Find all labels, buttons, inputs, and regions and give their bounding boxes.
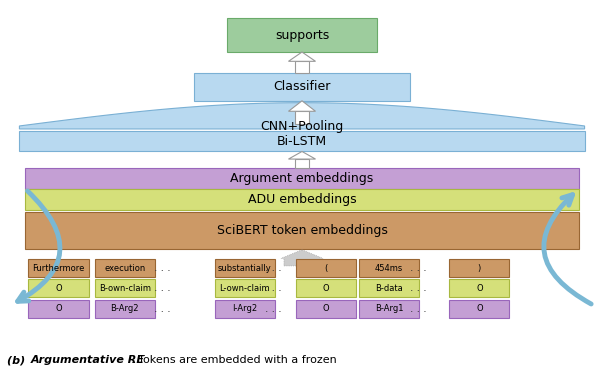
Text: Furthermore: Furthermore bbox=[33, 264, 85, 273]
Text: CNN+Pooling: CNN+Pooling bbox=[260, 120, 344, 133]
Text: Bi-LSTM: Bi-LSTM bbox=[277, 135, 327, 148]
FancyBboxPatch shape bbox=[25, 189, 579, 210]
Text: O: O bbox=[476, 284, 483, 293]
FancyBboxPatch shape bbox=[28, 279, 89, 297]
Polygon shape bbox=[19, 103, 585, 129]
FancyBboxPatch shape bbox=[215, 259, 275, 277]
Text: supports: supports bbox=[275, 29, 329, 42]
Text: Argument embeddings: Argument embeddings bbox=[230, 172, 374, 185]
FancyBboxPatch shape bbox=[295, 159, 309, 168]
Text: B-own-claim: B-own-claim bbox=[98, 284, 150, 293]
Text: . . .: . . . bbox=[154, 304, 171, 314]
FancyBboxPatch shape bbox=[359, 279, 419, 297]
Polygon shape bbox=[289, 52, 315, 61]
FancyBboxPatch shape bbox=[95, 279, 155, 297]
FancyBboxPatch shape bbox=[28, 259, 89, 277]
Text: . . .: . . . bbox=[265, 263, 281, 273]
Polygon shape bbox=[281, 250, 323, 266]
FancyArrowPatch shape bbox=[297, 253, 307, 263]
FancyBboxPatch shape bbox=[359, 259, 419, 277]
FancyBboxPatch shape bbox=[28, 300, 89, 318]
FancyBboxPatch shape bbox=[95, 300, 155, 318]
Text: O: O bbox=[323, 304, 329, 313]
FancyBboxPatch shape bbox=[449, 279, 509, 297]
FancyBboxPatch shape bbox=[296, 259, 356, 277]
FancyBboxPatch shape bbox=[296, 300, 356, 318]
Text: execution: execution bbox=[104, 264, 146, 273]
Text: ADU embeddings: ADU embeddings bbox=[248, 193, 356, 206]
FancyBboxPatch shape bbox=[95, 259, 155, 277]
Text: . . .: . . . bbox=[410, 304, 426, 314]
Text: . . .: . . . bbox=[265, 283, 281, 293]
Text: ): ) bbox=[478, 264, 481, 273]
Text: . Tokens are embedded with a frozen: . Tokens are embedded with a frozen bbox=[130, 355, 336, 366]
Text: . . .: . . . bbox=[410, 283, 426, 293]
Text: Classifier: Classifier bbox=[274, 80, 330, 93]
FancyBboxPatch shape bbox=[215, 279, 275, 297]
FancyBboxPatch shape bbox=[295, 61, 309, 73]
FancyBboxPatch shape bbox=[449, 300, 509, 318]
Text: O: O bbox=[55, 304, 62, 313]
FancyBboxPatch shape bbox=[295, 111, 309, 124]
FancyBboxPatch shape bbox=[296, 279, 356, 297]
FancyBboxPatch shape bbox=[227, 18, 377, 52]
FancyBboxPatch shape bbox=[194, 73, 410, 101]
Text: O: O bbox=[476, 304, 483, 313]
Polygon shape bbox=[289, 101, 315, 111]
Text: B-Arg1: B-Arg1 bbox=[375, 304, 403, 313]
Text: . . .: . . . bbox=[410, 263, 426, 273]
Text: substantially: substantially bbox=[218, 264, 272, 273]
Text: B-Arg2: B-Arg2 bbox=[111, 304, 139, 313]
FancyBboxPatch shape bbox=[25, 168, 579, 189]
FancyBboxPatch shape bbox=[215, 300, 275, 318]
Text: O: O bbox=[55, 284, 62, 293]
FancyBboxPatch shape bbox=[449, 259, 509, 277]
FancyBboxPatch shape bbox=[19, 131, 585, 152]
Text: . . .: . . . bbox=[265, 304, 281, 314]
Text: 454ms: 454ms bbox=[375, 264, 403, 273]
Text: L-own-claim: L-own-claim bbox=[220, 284, 270, 293]
Text: . . .: . . . bbox=[154, 283, 171, 293]
Text: SciBERT token embeddings: SciBERT token embeddings bbox=[217, 224, 387, 237]
Text: I-Arg2: I-Arg2 bbox=[233, 304, 257, 313]
FancyArrowPatch shape bbox=[18, 191, 60, 301]
Polygon shape bbox=[289, 152, 315, 159]
Text: B-data: B-data bbox=[375, 284, 403, 293]
Text: (b): (b) bbox=[7, 355, 30, 366]
Text: . . .: . . . bbox=[154, 263, 171, 273]
Text: O: O bbox=[323, 284, 329, 293]
Text: Argumentative RE: Argumentative RE bbox=[30, 355, 144, 366]
FancyArrowPatch shape bbox=[544, 195, 591, 304]
FancyBboxPatch shape bbox=[25, 212, 579, 249]
Text: (: ( bbox=[324, 264, 328, 273]
FancyBboxPatch shape bbox=[359, 300, 419, 318]
